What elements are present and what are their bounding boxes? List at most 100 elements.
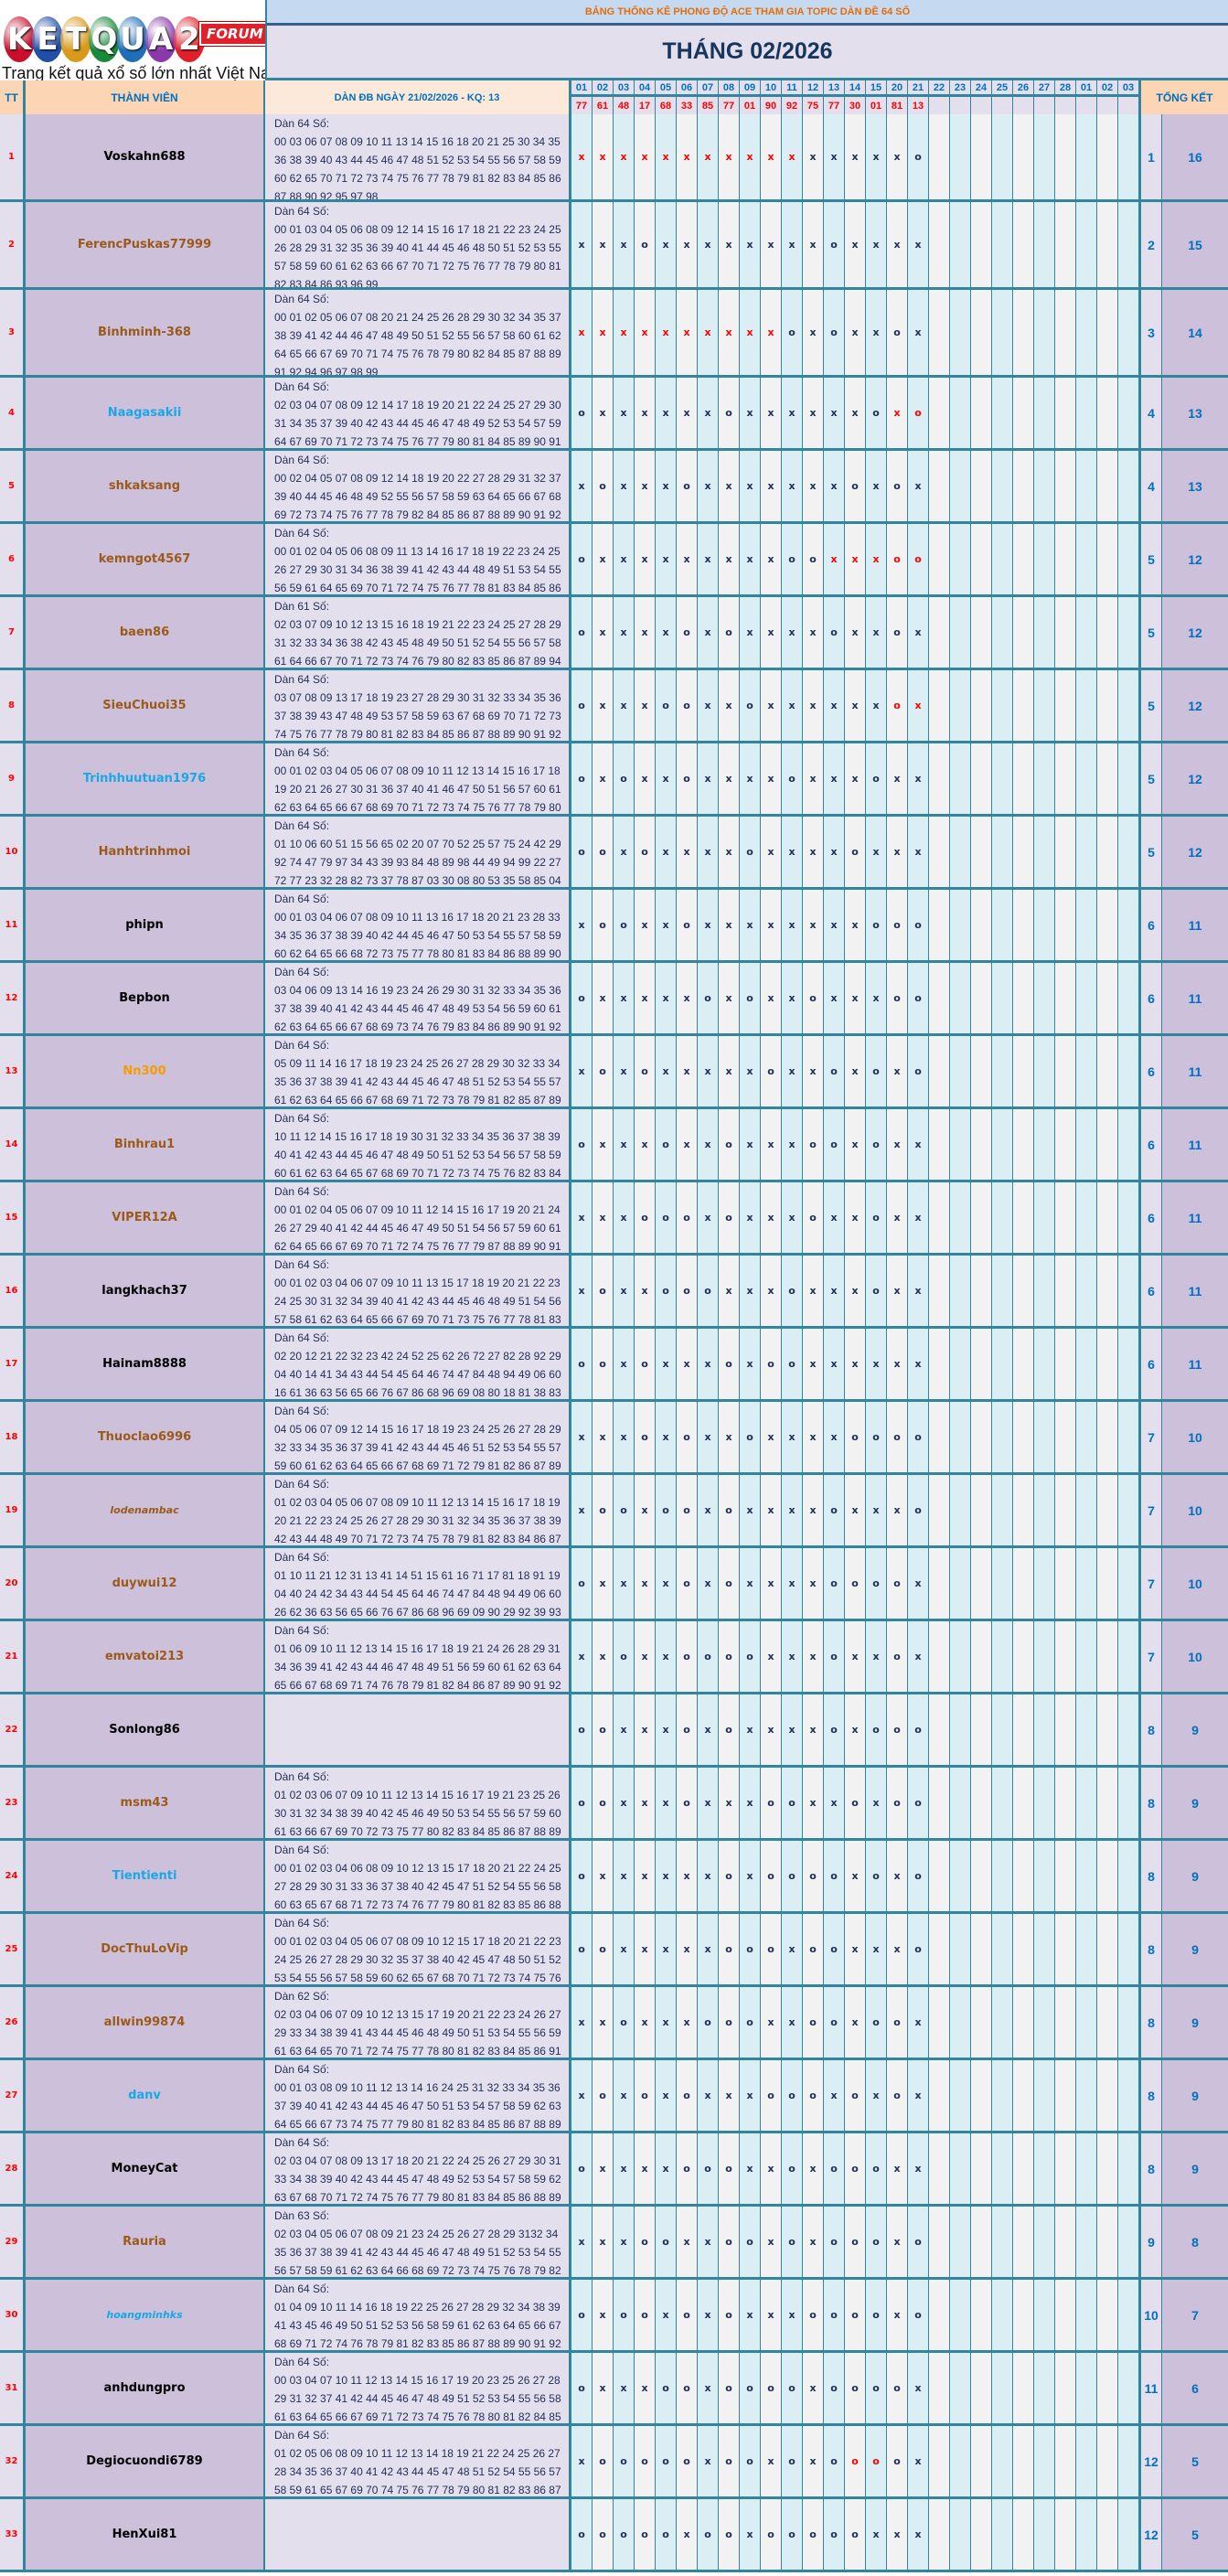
total-score: 11 [1162, 1256, 1228, 1326]
member-name[interactable]: lodenambac [26, 1475, 265, 1545]
member-name[interactable]: DocThuLoVip [26, 1914, 265, 1984]
mark-o: o [593, 1914, 614, 1984]
empty-day-cell [1055, 2499, 1076, 2570]
member-name[interactable]: Binhminh-368 [26, 290, 265, 375]
member-name[interactable]: Voskahn688 [26, 114, 265, 199]
mark-x: x [698, 597, 719, 668]
member-name[interactable]: VIPER12A [26, 1182, 265, 1253]
mark-x: x [824, 378, 845, 448]
empty-day-cell [1055, 1475, 1076, 1545]
mark-x: x [908, 202, 929, 287]
col-header-tt: TT [0, 80, 26, 114]
mark-x: x [866, 1329, 887, 1399]
mark-x: x [635, 451, 656, 521]
member-name[interactable]: Binhrau1 [26, 1109, 265, 1180]
empty-day-cell [929, 2207, 950, 2277]
member-name[interactable]: Tientienti [26, 1841, 265, 1911]
member-name[interactable]: Naagasakii [26, 378, 265, 448]
member-name[interactable]: MoneyCat [26, 2133, 265, 2204]
member-name[interactable]: Trinhhuutuan1976 [26, 743, 265, 814]
mark-o: o [593, 1329, 614, 1399]
empty-day-cell [1097, 743, 1118, 814]
empty-day-cell [992, 2426, 1013, 2496]
day-result: 90 [761, 97, 781, 114]
mark-x: x [803, 2133, 824, 2204]
member-name[interactable]: Hainam8888 [26, 1329, 265, 1399]
empty-day-cell [950, 2499, 971, 2570]
mark-o: o [677, 2426, 698, 2496]
empty-day-cell [1013, 1548, 1034, 1619]
mark-x: x [614, 202, 635, 287]
empty-day-cell [1013, 1109, 1034, 1180]
table-row: 23 msm43 Dàn 64 Số: 01 02 03 06 07 09 10 11… [0, 1768, 1228, 1841]
empty-day-cell [950, 670, 971, 741]
mark-x: x [571, 2426, 593, 2496]
member-name[interactable]: baen86 [26, 597, 265, 668]
member-name[interactable]: langkhach37 [26, 1256, 265, 1326]
mark-o: o [571, 670, 593, 741]
dan-numbers: Dàn 64 Số: 01 06 09 10 11 12 13 14 15 16 … [265, 1621, 571, 1692]
member-name[interactable]: shkaksang [26, 451, 265, 521]
day-date: 28 [1055, 80, 1075, 97]
member-name[interactable]: Sonlong86 [26, 1694, 265, 1765]
mark-o: o [614, 2280, 635, 2350]
empty-day-cell [971, 2353, 992, 2423]
mark-o: o [719, 2353, 740, 2423]
empty-day-cell [1013, 202, 1034, 287]
empty-day-cell [950, 1036, 971, 1106]
member-name[interactable]: Rauria [26, 2207, 265, 2277]
row-number: 14 [0, 1109, 26, 1180]
empty-day-cell [950, 2207, 971, 2277]
member-name[interactable]: SieuChuoi35 [26, 670, 265, 741]
empty-day-cell [1097, 1841, 1118, 1911]
member-name[interactable]: Thuoclao6996 [26, 1402, 265, 1472]
member-name[interactable]: Degiocuondi6789 [26, 2426, 265, 2496]
mark-x: x [593, 2207, 614, 2277]
empty-day-cell [1055, 1694, 1076, 1765]
mark-o: o [824, 290, 845, 375]
dan-list: 01 02 03 04 05 06 07 08 09 10 11 12 13 1… [274, 1496, 561, 1545]
member-name[interactable]: danv [26, 2060, 265, 2131]
member-name[interactable]: Nn300 [26, 1036, 265, 1106]
empty-day-cell [1097, 2207, 1118, 2277]
dan-label: Dàn 64 Số: [274, 2429, 330, 2442]
mark-o: o [824, 1841, 845, 1911]
member-name[interactable]: Bepbon [26, 963, 265, 1033]
empty-day-cell [1055, 1914, 1076, 1984]
mark-o: o [866, 2353, 887, 2423]
mark-o: o [656, 2499, 677, 2570]
mark-x: x [698, 1914, 719, 1984]
mark-x: x [803, 1694, 824, 1765]
miss-count: 5 [1139, 743, 1162, 814]
mark-x: x [698, 2207, 719, 2277]
mark-o: o [571, 1694, 593, 1765]
row-number: 11 [0, 890, 26, 960]
member-name[interactable]: HenXui81 [26, 2499, 265, 2570]
member-name[interactable]: msm43 [26, 1768, 265, 1838]
member-name[interactable]: duywui12 [26, 1548, 265, 1619]
mark-x: x [656, 890, 677, 960]
member-name[interactable]: kemngot4567 [26, 524, 265, 594]
day-result: 13 [908, 97, 928, 114]
member-name[interactable]: emvatoi213 [26, 1621, 265, 1692]
mark-x: x [761, 890, 782, 960]
member-name[interactable]: Hanhtrinhmoi [26, 817, 265, 887]
day-result [971, 97, 991, 114]
day-result: 48 [614, 97, 634, 114]
mark-x: x [698, 290, 719, 375]
miss-count: 6 [1139, 1182, 1162, 1253]
table-row: 10 Hanhtrinhmoi Dàn 64 Số: 01 10 06 60 51 1… [0, 817, 1228, 890]
mark-x: x [593, 963, 614, 1033]
empty-day-cell [1097, 2133, 1118, 2204]
mark-o: o [593, 2499, 614, 2570]
mark-o: o [635, 2280, 656, 2350]
member-name[interactable]: hoangminhks [26, 2280, 265, 2350]
member-name[interactable]: FerencPuskas77999 [26, 202, 265, 287]
member-name[interactable]: anhdungpro [26, 2353, 265, 2423]
member-name[interactable]: phipn [26, 890, 265, 960]
mark-x: x [866, 1914, 887, 1984]
empty-day-cell [971, 1621, 992, 1692]
member-name[interactable]: allwin99874 [26, 1987, 265, 2058]
mark-x: x [908, 1548, 929, 1619]
